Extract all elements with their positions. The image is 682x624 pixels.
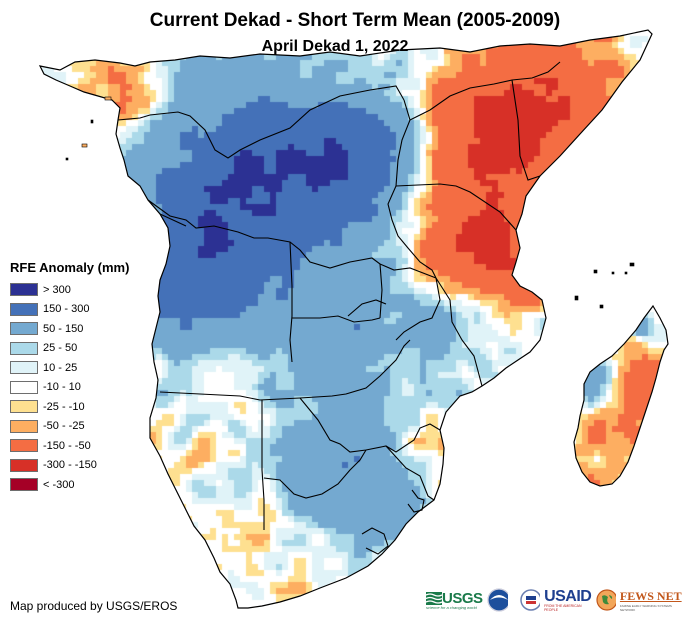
country-border xyxy=(395,277,441,341)
mainland-coastline xyxy=(38,29,653,609)
legend-item: < -300 xyxy=(10,475,129,495)
legend-item: -50 - -25 xyxy=(10,417,129,437)
legend-item: 150 - 300 xyxy=(10,300,129,320)
country-border xyxy=(385,445,435,501)
country-border xyxy=(299,397,441,453)
legend-title: RFE Anomaly (mm) xyxy=(10,260,130,275)
legend: RFE Anomaly (mm) > 300 150 - 300 50 - 150 2… xyxy=(10,260,129,495)
country-border xyxy=(409,61,561,121)
legend-label: 50 - 150 xyxy=(43,322,84,335)
credit-text: Map produced by USGS/EROS xyxy=(10,599,178,613)
island xyxy=(90,119,94,124)
country-border xyxy=(407,489,425,513)
legend-swatch xyxy=(10,419,38,433)
logo-strip: USGS science for a changing world USAID … xyxy=(426,588,682,612)
legend-swatch xyxy=(10,322,38,336)
island xyxy=(593,269,598,274)
fews-net-text: FEWS NET xyxy=(619,588,682,603)
madagascar-coastline xyxy=(573,304,669,487)
country-border xyxy=(511,79,541,181)
country-border xyxy=(435,277,483,387)
country-border xyxy=(159,339,411,401)
legend-item: -10 - 10 xyxy=(10,378,129,398)
legend-item: -150 - -50 xyxy=(10,436,129,456)
legend-label: -10 - 10 xyxy=(43,381,81,394)
legend-label: > 300 xyxy=(43,283,71,296)
legend-item: 50 - 150 xyxy=(10,319,129,339)
country-border xyxy=(395,183,517,231)
legend-item: -25 - -10 xyxy=(10,397,129,417)
legend-label: 150 - 300 xyxy=(43,303,90,316)
country-border xyxy=(292,315,381,323)
noaa-logo-icon xyxy=(486,588,509,612)
usgs-tagline: science for a changing world xyxy=(426,605,477,610)
usaid-seal-icon xyxy=(520,589,541,611)
country-border xyxy=(261,400,265,530)
fews-globe-icon xyxy=(596,589,616,611)
legend-item: > 300 xyxy=(10,280,129,300)
country-border xyxy=(379,263,383,319)
island xyxy=(611,271,615,275)
country-border xyxy=(117,85,405,159)
country-border xyxy=(289,241,293,363)
legend-swatch xyxy=(10,478,38,492)
island xyxy=(629,262,635,267)
legend-label: -300 - -150 xyxy=(43,459,97,472)
legend-swatch xyxy=(10,341,38,355)
legend-swatch xyxy=(10,302,38,316)
island xyxy=(81,143,88,148)
fews-net-tagline: FAMINE EARLY WARNING SYSTEMS NETWORK xyxy=(619,603,672,612)
usaid-logo: USAID FROM THE AMERICAN PEOPLE xyxy=(544,588,592,612)
island xyxy=(574,295,579,301)
legend-item: 25 - 50 xyxy=(10,339,129,359)
country-border xyxy=(263,449,367,499)
country-border xyxy=(387,99,437,279)
usaid-tagline: FROM THE AMERICAN PEOPLE xyxy=(544,604,582,612)
usgs-text: USGS xyxy=(442,590,483,607)
legend-swatch xyxy=(10,400,38,414)
map-title: Current Dekad - Short Term Mean (2005-20… xyxy=(149,10,561,31)
country-border xyxy=(347,299,387,317)
island xyxy=(599,304,604,309)
legend-label: < -300 xyxy=(43,478,75,491)
usaid-text: USAID xyxy=(544,588,592,605)
country-border xyxy=(361,527,389,555)
usgs-wave-icon xyxy=(426,592,442,605)
country-border xyxy=(159,213,187,227)
legend-label: -25 - -10 xyxy=(43,400,85,413)
fews-net-logo: FEWS NET FAMINE EARLY WARNING SYSTEMS NE… xyxy=(620,589,682,612)
legend-label: -150 - -50 xyxy=(43,439,91,452)
legend-swatch xyxy=(10,380,38,394)
map-subtitle: April Dekad 1, 2022 xyxy=(261,38,409,55)
usgs-logo: USGS science for a changing world xyxy=(426,590,483,610)
legend-swatch xyxy=(10,283,38,297)
legend-label: 25 - 50 xyxy=(43,342,78,355)
legend-swatch xyxy=(10,458,38,472)
island xyxy=(104,96,112,101)
legend-swatch xyxy=(10,361,38,375)
legend-item: -300 - -150 xyxy=(10,456,129,476)
legend-swatch xyxy=(10,439,38,453)
island xyxy=(624,271,628,275)
legend-item: 10 - 25 xyxy=(10,358,129,378)
country-border xyxy=(147,199,437,279)
island xyxy=(65,157,69,161)
country-borders xyxy=(117,61,561,555)
legend-label: -50 - -25 xyxy=(43,420,85,433)
legend-label: 10 - 25 xyxy=(43,361,78,374)
islands xyxy=(65,96,635,309)
